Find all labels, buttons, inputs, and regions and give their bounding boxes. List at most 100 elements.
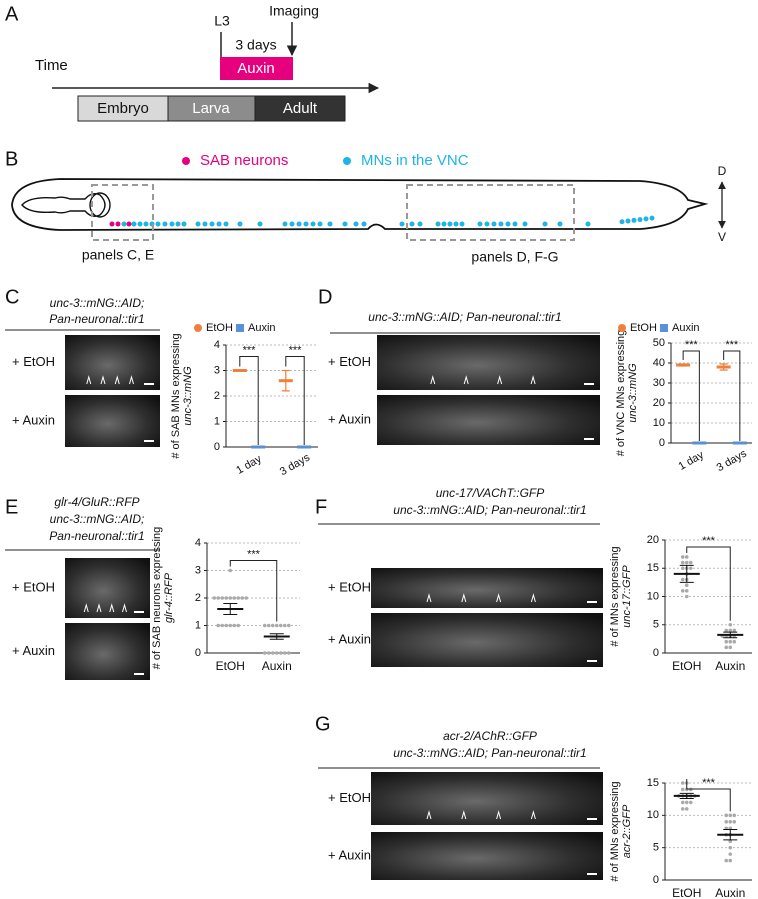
- data-point: [278, 623, 283, 628]
- neuron-dot: [498, 221, 504, 227]
- genotype-label: unc-17/VAChT::GFP: [436, 486, 545, 500]
- data-point: [232, 596, 237, 600]
- y-tick-label: 50: [653, 337, 665, 349]
- arrowhead: [496, 810, 502, 820]
- data-point: [684, 555, 689, 559]
- y-tick-label: 5: [653, 619, 659, 631]
- region-label: panels C, E: [82, 247, 154, 263]
- x-tick-label: EtOH: [672, 659, 701, 673]
- micrograph: [65, 558, 150, 618]
- y-axis-label: # of VNC MNs expressing: [615, 330, 627, 457]
- worm-outline: [11, 178, 709, 231]
- stage-box: [254, 95, 346, 122]
- data-point: [728, 813, 733, 818]
- arrowhead: [496, 593, 502, 603]
- arrowhead: [430, 375, 436, 385]
- neuron-dot: [155, 221, 161, 227]
- legend-label: SAB neurons: [200, 152, 288, 169]
- micrograph: [371, 772, 603, 825]
- stage-box: [77, 95, 169, 122]
- x-tick-label: 3 days: [715, 447, 750, 474]
- arrowhead: [530, 375, 536, 385]
- legend-marker: [194, 324, 202, 332]
- condition-label: + Auxin: [12, 643, 55, 658]
- data-point: [724, 820, 729, 824]
- y-tick-label: 4: [195, 537, 201, 549]
- genotype-label: unc-3::mNG::AID; Pan-neuronal::tir1: [368, 310, 561, 324]
- neuron-dot: [522, 221, 528, 227]
- arrowhead: [100, 375, 106, 385]
- data-point: [224, 596, 229, 600]
- neuron-dot: [257, 221, 263, 227]
- significance-label: ***: [702, 777, 716, 789]
- significance-bracket: [686, 779, 731, 812]
- significance-bracket: [239, 356, 259, 445]
- legend-label: EtOH: [206, 322, 233, 334]
- neuron-dot: [542, 221, 548, 227]
- dorsal-label: D: [718, 164, 727, 178]
- genotype-label: Pan-neuronal::tir1: [49, 529, 144, 543]
- mean-marker: [692, 441, 707, 445]
- neuron-dot: [137, 221, 143, 227]
- neuron-dots: [109, 215, 655, 227]
- arrowhead: [463, 375, 469, 385]
- data-point: [262, 651, 267, 655]
- data-point: [680, 589, 685, 593]
- data-point: [274, 651, 279, 655]
- condition-label: + EtOH: [328, 579, 371, 594]
- y-tick-label: 1: [214, 415, 220, 427]
- arrowhead: [114, 375, 120, 385]
- genotype-label: unc-3::mNG::AID; Pan-neuronal::tir1: [393, 746, 586, 760]
- y-axis-label: unc-3::mNG: [627, 363, 639, 423]
- data-point: [724, 645, 729, 650]
- micrograph: [65, 623, 150, 680]
- significance-label: ***: [243, 344, 257, 356]
- neuron-dot: [459, 221, 465, 227]
- data-point: [728, 622, 733, 627]
- legend-label: Auxin: [672, 322, 700, 334]
- neuron-dot: [175, 221, 181, 227]
- neuron-dot: [216, 221, 222, 227]
- data-point: [262, 623, 267, 628]
- neuron-dot: [195, 221, 201, 227]
- l3-label: L3: [214, 13, 230, 29]
- x-tick-label: 1 day: [234, 453, 264, 477]
- neuron-dot: [643, 216, 649, 222]
- genotype-label: acr-2/AChR::GFP: [443, 729, 537, 743]
- arrowhead: [426, 810, 432, 820]
- neuron-dot: [631, 217, 637, 223]
- y-tick-label: 15: [647, 562, 659, 574]
- legend-marker: [660, 324, 668, 332]
- neuron-dot: [447, 221, 453, 227]
- neuron-dot: [399, 221, 405, 227]
- neuron-dot: [649, 215, 655, 221]
- data-point: [286, 623, 291, 628]
- neuron-dot: [441, 221, 447, 227]
- data-point: [270, 651, 275, 655]
- data-point: [680, 577, 685, 582]
- arrowhead: [497, 375, 503, 385]
- panel-letter: F: [315, 496, 327, 518]
- y-tick-label: 40: [653, 357, 665, 369]
- data-point: [282, 623, 287, 628]
- stage-label: Larva: [192, 100, 230, 117]
- data-point: [680, 800, 685, 805]
- neuron-dot: [296, 221, 302, 227]
- arrowhead: [96, 603, 102, 613]
- legend-marker: [236, 324, 244, 332]
- micrograph: [65, 395, 160, 447]
- time-label: Time: [35, 57, 68, 74]
- data-point: [212, 596, 217, 600]
- neuron-dot: [505, 221, 511, 227]
- data-point: [270, 623, 275, 628]
- neuron-dot: [625, 218, 631, 224]
- y-tick-label: 5: [653, 842, 659, 854]
- neuron-dot: [143, 221, 149, 227]
- data-point: [224, 623, 229, 628]
- data-point: [728, 852, 733, 856]
- neuron-dot: [417, 221, 423, 227]
- imaging-label: Imaging: [269, 3, 319, 19]
- micrograph: [377, 335, 600, 390]
- neuron-dot: [585, 221, 591, 227]
